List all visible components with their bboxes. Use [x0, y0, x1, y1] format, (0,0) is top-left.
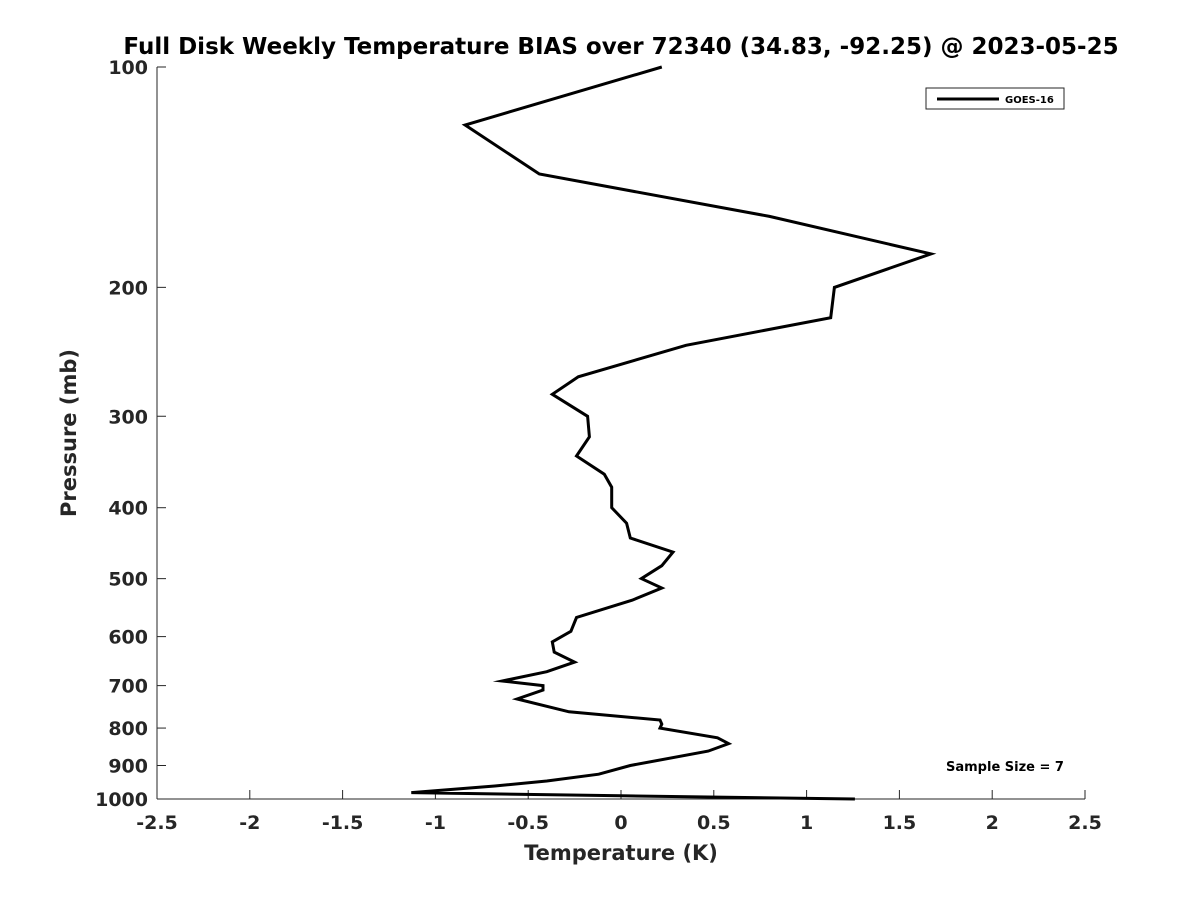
y-tick-label: 100 — [108, 57, 148, 79]
x-tick-label: 0.5 — [697, 812, 731, 834]
y-tick-label: 400 — [108, 498, 148, 520]
y-tick-label: 600 — [108, 627, 148, 649]
x-axis-ticks: -2.5 -2 -1.5 -1 -0.5 0 0.5 1 1.5 2 2.5 — [136, 790, 1102, 834]
x-tick-label: -0.5 — [507, 812, 549, 834]
x-axis-label: Temperature (K) — [524, 841, 718, 865]
x-tick-label: -2.5 — [136, 812, 178, 834]
x-tick-label: 0 — [614, 812, 627, 834]
x-tick-label: -1.5 — [322, 812, 364, 834]
y-tick-label: 900 — [108, 756, 148, 778]
series-layer — [411, 65, 937, 801]
y-tick-label: 500 — [108, 569, 148, 591]
y-axis-label: Pressure (mb) — [57, 349, 81, 517]
y-tick-label: 200 — [108, 277, 148, 299]
y-axis-ticks: 100 200 300 400 500 600 700 800 900 1000 — [95, 57, 166, 811]
x-tick-label: 2.5 — [1068, 812, 1102, 834]
y-tick-label: 700 — [108, 676, 148, 698]
sample-size-annotation: Sample Size = 7 — [946, 760, 1064, 775]
x-tick-label: -1 — [425, 812, 446, 834]
chart-title: Full Disk Weekly Temperature BIAS over 7… — [123, 34, 1118, 60]
x-tick-label: 2 — [986, 812, 999, 834]
legend: GOES-16 — [925, 87, 1065, 110]
plot-area — [157, 67, 1085, 799]
y-tick-label: 300 — [108, 406, 148, 428]
x-tick-label: 1 — [800, 812, 813, 834]
y-tick-label: 800 — [108, 718, 148, 740]
y-tick-label: 1000 — [95, 789, 148, 811]
series-line-goes16 — [411, 65, 937, 801]
x-tick-label: 1.5 — [883, 812, 917, 834]
legend-label-goes16: GOES-16 — [1005, 95, 1054, 106]
x-tick-label: -2 — [239, 812, 260, 834]
